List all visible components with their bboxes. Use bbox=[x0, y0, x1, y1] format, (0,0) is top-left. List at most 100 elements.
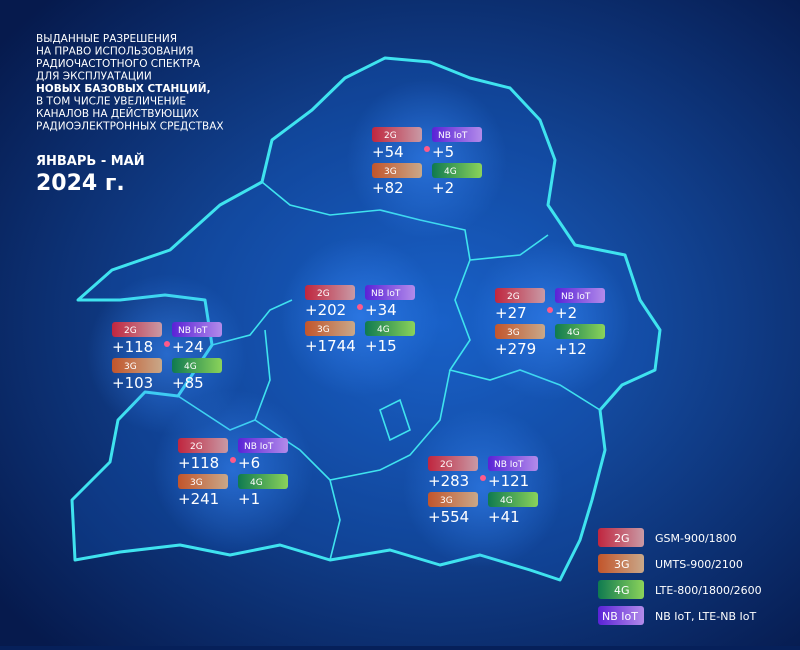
value: +554 bbox=[428, 508, 469, 526]
value: +12 bbox=[555, 340, 587, 358]
legend-tag: NB IoT bbox=[602, 610, 638, 623]
tech-badge bbox=[305, 321, 355, 336]
region-glow bbox=[87, 274, 247, 434]
region-dot bbox=[230, 457, 236, 463]
tech-badge-label: 3G bbox=[317, 325, 330, 335]
region-dot bbox=[357, 304, 363, 310]
value: +85 bbox=[172, 374, 204, 392]
value: +82 bbox=[372, 179, 404, 197]
tech-badge bbox=[372, 163, 422, 178]
tech-badge-label: NB IoT bbox=[494, 460, 524, 470]
tech-badge bbox=[305, 285, 355, 300]
tech-badge-label: 2G bbox=[190, 442, 203, 452]
tech-badge-label: 4G bbox=[500, 496, 513, 506]
tech-badge-label: 2G bbox=[317, 289, 330, 299]
tech-badge bbox=[178, 438, 228, 453]
region-dot bbox=[480, 475, 486, 481]
value: +118 bbox=[178, 454, 219, 472]
tech-badge bbox=[428, 456, 478, 471]
tech-badge-label: 2G bbox=[124, 326, 137, 336]
region-glow bbox=[403, 408, 563, 568]
value: +2 bbox=[555, 304, 577, 322]
region-glow bbox=[280, 237, 440, 397]
header-line: РАДИОЧАСТОТНОГО СПЕКТРА bbox=[36, 58, 201, 70]
region-dot bbox=[547, 307, 553, 313]
region-glow bbox=[153, 390, 313, 550]
tech-badge-label: 2G bbox=[507, 292, 520, 302]
header-line: НА ПРАВО ИСПОЛЬЗОВАНИЯ bbox=[36, 46, 194, 58]
header-line: В ТОМ ЧИСЛЕ УВЕЛИЧЕНИЕ bbox=[36, 96, 186, 108]
value: +27 bbox=[495, 304, 527, 322]
legend-badge bbox=[598, 554, 644, 573]
value: +1 bbox=[238, 490, 260, 508]
legend-badge bbox=[598, 606, 644, 625]
value: +118 bbox=[112, 338, 153, 356]
tech-badge bbox=[432, 163, 482, 178]
value: +2 bbox=[432, 179, 454, 197]
tech-badge bbox=[172, 358, 222, 373]
tech-badge-label: 4G bbox=[567, 328, 580, 338]
value: +279 bbox=[495, 340, 536, 358]
value: +41 bbox=[488, 508, 520, 526]
tech-badge bbox=[488, 492, 538, 507]
tech-badge-label: 2G bbox=[440, 460, 453, 470]
value: +202 bbox=[305, 301, 346, 319]
year: 2024 г. bbox=[36, 171, 125, 196]
value: +15 bbox=[365, 337, 397, 355]
tech-badge bbox=[372, 127, 422, 142]
value: +241 bbox=[178, 490, 219, 508]
region-glow bbox=[347, 79, 507, 239]
value: +1744 bbox=[305, 337, 356, 355]
header-line: НОВЫХ БАЗОВЫХ СТАНЦИЙ, bbox=[36, 82, 211, 95]
period: ЯНВАРЬ - МАЙ bbox=[36, 153, 145, 169]
tech-badge bbox=[365, 285, 415, 300]
region-dot bbox=[164, 341, 170, 347]
value: +34 bbox=[365, 301, 397, 319]
tech-badge-label: 3G bbox=[440, 496, 453, 506]
tech-badge bbox=[495, 288, 545, 303]
tech-badge-label: 3G bbox=[190, 478, 203, 488]
header-line: ВЫДАННЫЕ РАЗРЕШЕНИЯ bbox=[36, 33, 177, 45]
tech-badge bbox=[178, 474, 228, 489]
header-line: КАНАЛОВ НА ДЕЙСТВУЮЩИХ bbox=[36, 107, 199, 120]
tech-badge-label: 3G bbox=[507, 328, 520, 338]
tech-badge-label: NB IoT bbox=[178, 326, 208, 336]
tech-badge bbox=[238, 474, 288, 489]
tech-badge-label: 3G bbox=[384, 167, 397, 177]
tech-badge bbox=[112, 358, 162, 373]
tech-badge-label: 4G bbox=[250, 478, 263, 488]
value: +121 bbox=[488, 472, 529, 490]
tech-badge-label: NB IoT bbox=[438, 131, 468, 141]
legend-text: NB IoT, LTE-NB IoT bbox=[655, 610, 756, 623]
tech-badge-label: 4G bbox=[444, 167, 457, 177]
tech-badge bbox=[238, 438, 288, 453]
region-glow bbox=[470, 240, 630, 400]
region-dot bbox=[424, 146, 430, 152]
value: +24 bbox=[172, 338, 204, 356]
tech-badge-label: NB IoT bbox=[244, 442, 274, 452]
tech-badge bbox=[555, 324, 605, 339]
legend-tag: 3G bbox=[614, 558, 630, 571]
tech-badge bbox=[172, 322, 222, 337]
tech-badge-label: 4G bbox=[184, 362, 197, 372]
tech-badge-label: 3G bbox=[124, 362, 137, 372]
tech-badge bbox=[555, 288, 605, 303]
legend-badge bbox=[598, 528, 644, 547]
legend-text: LTE-800/1800/2600 bbox=[655, 584, 762, 597]
value: +103 bbox=[112, 374, 153, 392]
value: +5 bbox=[432, 143, 454, 161]
legend-badge bbox=[598, 580, 644, 599]
legend-text: UMTS-900/2100 bbox=[655, 558, 743, 571]
value: +54 bbox=[372, 143, 404, 161]
tech-badge bbox=[488, 456, 538, 471]
tech-badge-label: 4G bbox=[377, 325, 390, 335]
header-line: РАДИОЭЛЕКТРОННЫХ СРЕДСТВАХ bbox=[36, 121, 224, 133]
tech-badge bbox=[365, 321, 415, 336]
tech-badge-label: 2G bbox=[384, 131, 397, 141]
header-line: ДЛЯ ЭКСПЛУАТАЦИИ bbox=[36, 71, 152, 83]
tech-badge bbox=[495, 324, 545, 339]
legend-text: GSM-900/1800 bbox=[655, 532, 737, 545]
tech-badge bbox=[428, 492, 478, 507]
tech-badge bbox=[432, 127, 482, 142]
